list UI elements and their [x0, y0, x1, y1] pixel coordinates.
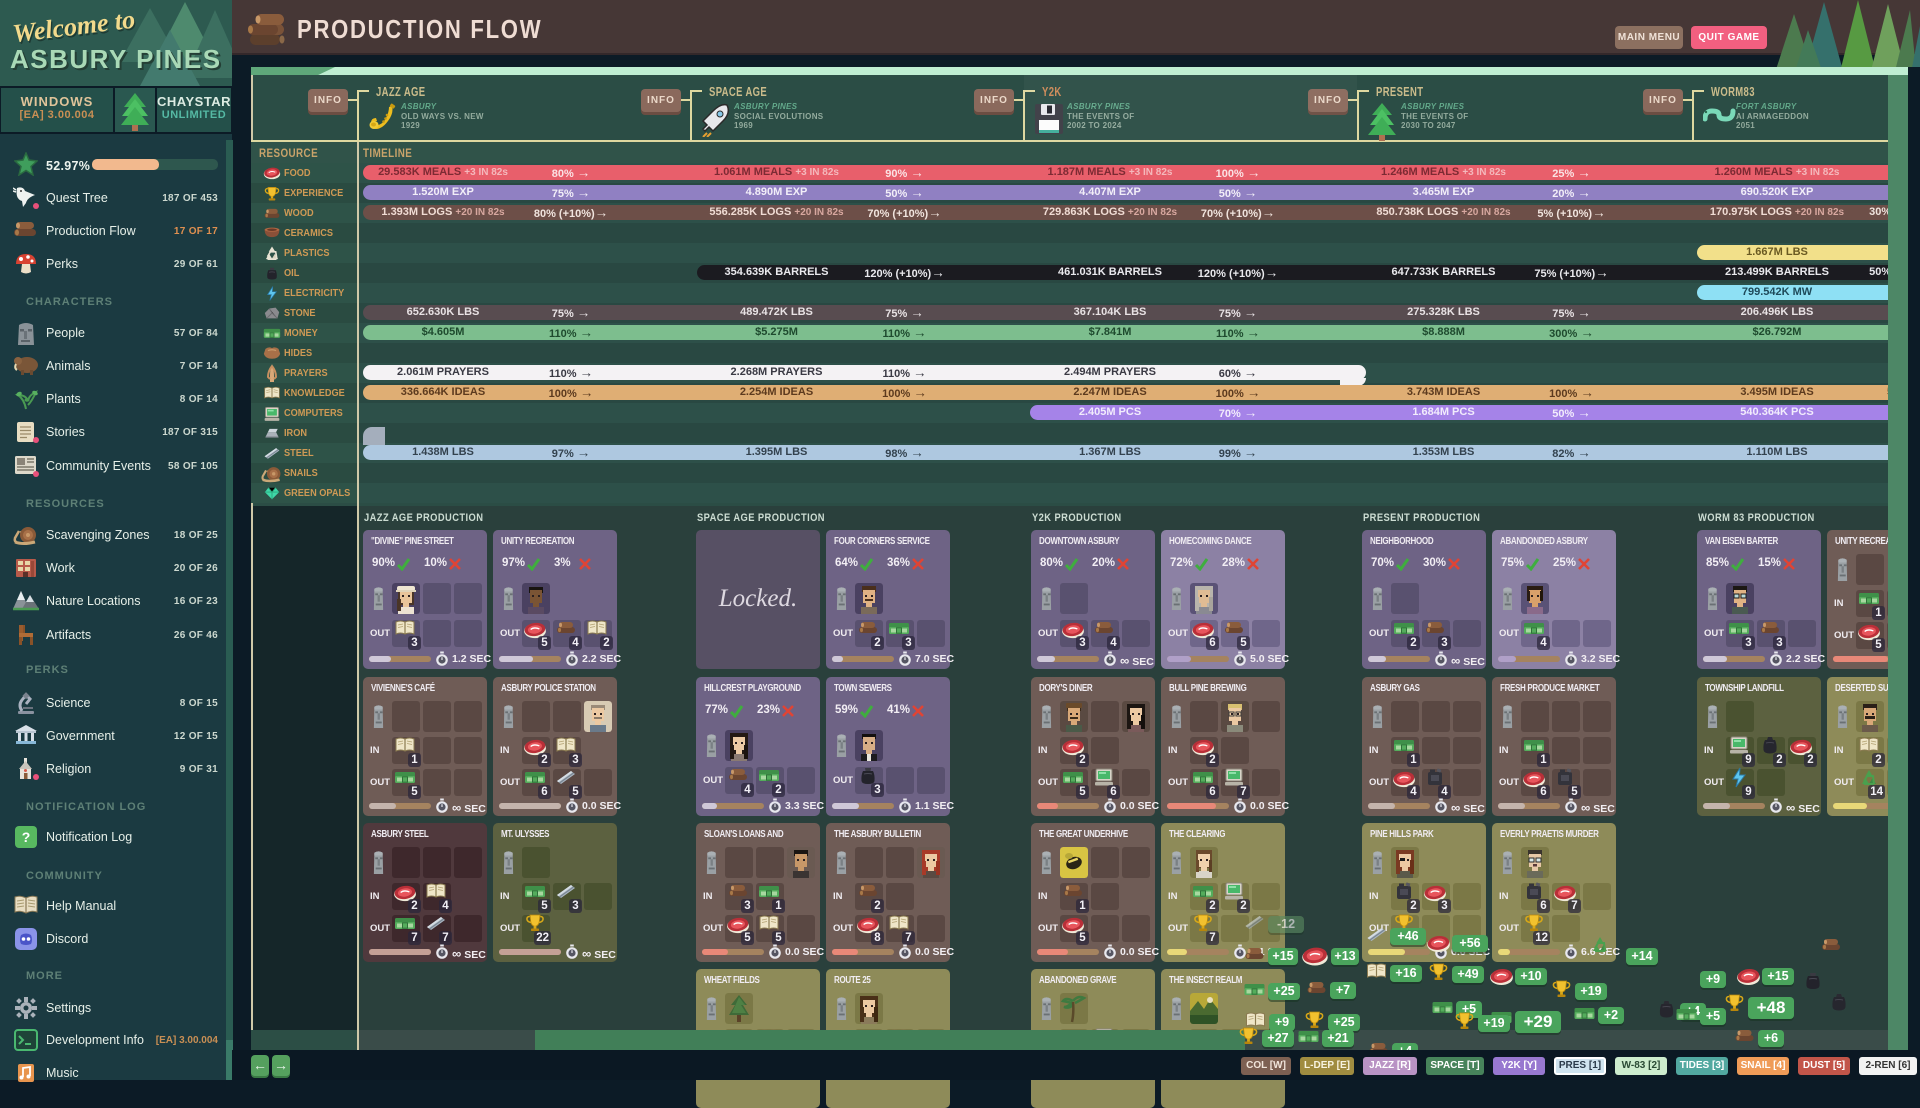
- svg-text:?: ?: [22, 829, 31, 845]
